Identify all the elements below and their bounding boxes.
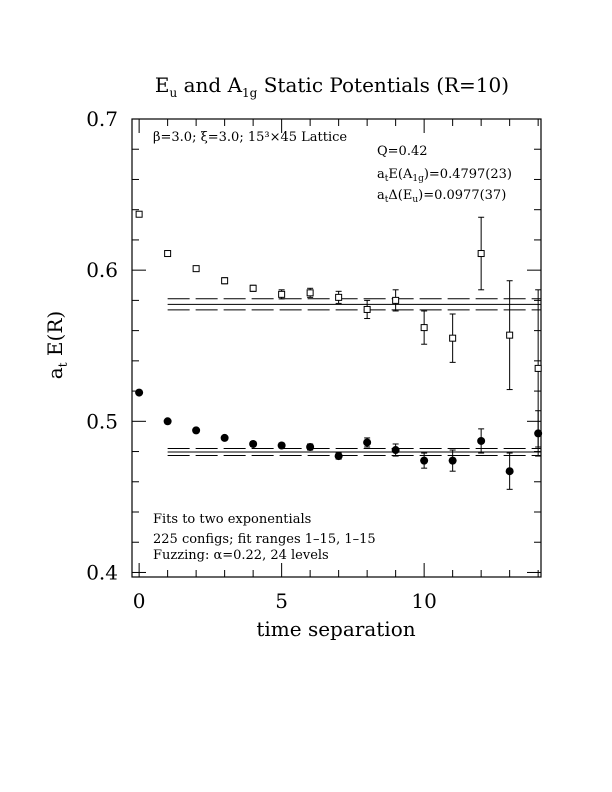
axis-ticks bbox=[132, 118, 541, 577]
square-point bbox=[164, 250, 172, 258]
y-tick-label: 0.4 bbox=[86, 560, 118, 584]
circle-point bbox=[192, 426, 201, 435]
x-tick-label: 0 bbox=[133, 589, 146, 613]
circle-point bbox=[306, 443, 315, 452]
plot-border bbox=[131, 118, 542, 578]
square-point bbox=[135, 210, 143, 218]
circle-point bbox=[363, 438, 372, 447]
plot-frame bbox=[131, 118, 542, 578]
ylabel-sub: t bbox=[56, 362, 70, 367]
ylabel-rest: E(R) bbox=[43, 311, 67, 363]
title-sub2: 1g bbox=[242, 86, 258, 100]
title-sub1: u bbox=[170, 86, 178, 100]
annotation-configs: 225 configs; fit ranges 1–15, 1–15 bbox=[153, 532, 376, 547]
square-point bbox=[335, 293, 343, 301]
square-point bbox=[392, 296, 400, 304]
title-suffix: Static Potentials (R=10) bbox=[257, 73, 509, 97]
square-point bbox=[449, 334, 457, 342]
square-point bbox=[477, 250, 485, 258]
square-point bbox=[420, 324, 428, 332]
circle-point bbox=[277, 441, 286, 450]
x-axis-label: time separation bbox=[256, 617, 415, 641]
circle-point bbox=[448, 456, 457, 465]
square-point bbox=[306, 289, 314, 297]
square-point bbox=[363, 305, 371, 313]
circle-point bbox=[220, 433, 229, 442]
square-point bbox=[192, 265, 200, 273]
x-tick-label: 5 bbox=[275, 589, 288, 613]
annotation-fuzzing: Fuzzing: α=0.22, 24 levels bbox=[153, 548, 329, 563]
circle-point bbox=[135, 388, 144, 397]
axis-tick-labels: 0 5 10 0.4 0.5 0.6 0.7 bbox=[86, 107, 437, 613]
square-point bbox=[534, 364, 542, 372]
title-prefix: E bbox=[155, 73, 170, 97]
annotation-q: Q=0.42 bbox=[377, 144, 428, 159]
square-point bbox=[278, 290, 286, 298]
annotation-energy-fit: atE(A1g)=0.4797(23) bbox=[377, 167, 512, 184]
square-point bbox=[221, 277, 229, 285]
annotation-gap-fit: atΔ(Eu)=0.0977(37) bbox=[377, 188, 506, 205]
chart-title: Eu and A1g Static Potentials (R=10) bbox=[155, 73, 509, 100]
data-points bbox=[135, 210, 543, 490]
y-tick-label: 0.6 bbox=[86, 258, 118, 282]
circle-point bbox=[505, 467, 514, 476]
y-tick-label: 0.7 bbox=[86, 107, 118, 131]
fit-bands bbox=[167, 298, 541, 456]
circle-point bbox=[420, 456, 429, 465]
square-point bbox=[506, 331, 514, 339]
y-axis-label: at E(R) bbox=[43, 311, 70, 379]
circle-point bbox=[163, 417, 172, 426]
annotation-fits: Fits to two exponentials bbox=[153, 512, 311, 527]
circle-point bbox=[477, 436, 486, 445]
ylabel-main: a bbox=[43, 367, 67, 379]
circle-point bbox=[534, 429, 543, 438]
title-mid: and A bbox=[177, 73, 242, 97]
circle-point bbox=[249, 439, 258, 448]
circle-point bbox=[391, 446, 400, 455]
circle-point bbox=[334, 452, 343, 461]
x-tick-label: 10 bbox=[411, 589, 436, 613]
y-tick-label: 0.5 bbox=[86, 409, 118, 433]
square-point bbox=[249, 284, 257, 292]
annotation-lattice: β=3.0; ξ=3.0; 15³×45 Lattice bbox=[153, 130, 347, 145]
